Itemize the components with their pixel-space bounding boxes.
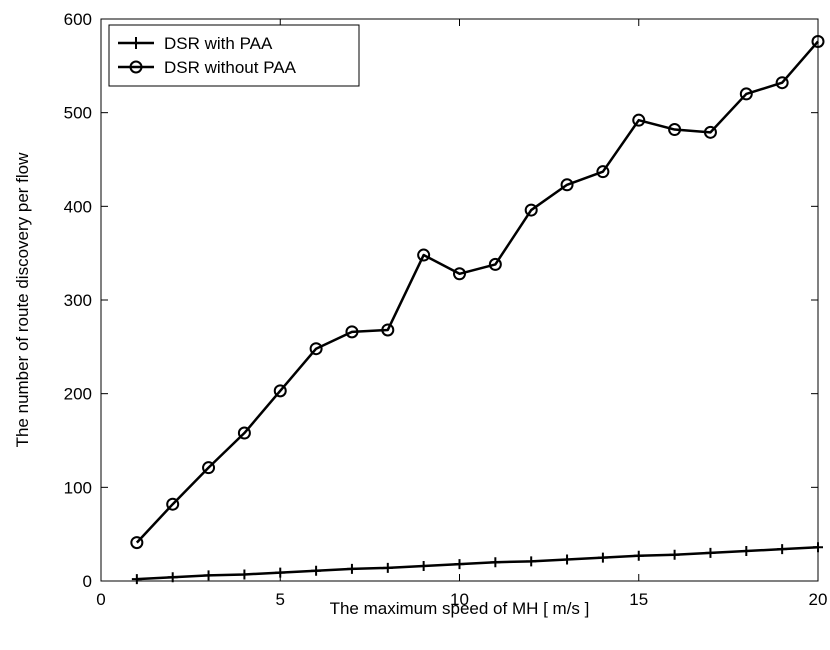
data-point — [490, 557, 501, 568]
axis-ticks — [100, 18, 819, 582]
data-point — [775, 76, 789, 90]
plot-area — [100, 18, 819, 582]
data-point — [705, 547, 716, 558]
y-tick-label: 0 — [83, 572, 92, 591]
legend: DSR with PAA DSR without PAA — [108, 24, 360, 87]
data-point — [597, 552, 608, 563]
data-point — [309, 342, 323, 356]
y-tick-label: 400 — [64, 197, 92, 216]
data-point — [166, 497, 180, 511]
data-point — [453, 267, 466, 281]
data-point — [454, 559, 465, 570]
data-point — [345, 325, 359, 339]
data-point — [167, 572, 178, 583]
data-point — [739, 87, 753, 101]
data-point — [811, 34, 825, 48]
data-point — [381, 323, 395, 337]
y-axis-title: The number of route discovery per flow — [13, 152, 32, 448]
data-point — [202, 461, 216, 475]
y-tick-label: 200 — [64, 385, 92, 404]
legend-marker-plus — [130, 37, 142, 49]
x-tick-label: 20 — [809, 590, 828, 609]
data-point — [131, 574, 142, 585]
data-point — [346, 563, 357, 574]
data-point — [560, 178, 574, 192]
data-point — [524, 203, 538, 217]
x-tick-label: 0 — [96, 590, 105, 609]
y-tick-label: 600 — [64, 10, 92, 29]
data-point — [130, 536, 144, 550]
data-point — [526, 556, 537, 567]
data-point — [669, 549, 680, 560]
legend-marker-circle — [129, 60, 143, 74]
data-point — [596, 165, 610, 179]
series-2 — [130, 34, 825, 550]
legend-box — [108, 24, 360, 87]
x-axis-title: The maximum speed of MH [ m/s ] — [330, 599, 590, 618]
y-tick-label: 100 — [64, 478, 92, 497]
y-tick-label: 500 — [64, 104, 92, 123]
data-point — [813, 542, 823, 553]
data-point — [273, 384, 287, 398]
series-layer — [130, 34, 825, 585]
series-1 — [131, 542, 823, 585]
data-point — [488, 257, 502, 271]
x-tick-label: 10 — [450, 590, 469, 609]
data-point — [562, 554, 573, 565]
x-tick-label: 5 — [276, 590, 285, 609]
data-point — [633, 550, 644, 561]
data-point — [382, 562, 393, 573]
data-point — [417, 248, 431, 262]
data-point — [418, 561, 429, 572]
y-tick-label: 300 — [64, 291, 92, 310]
x-tick-label: 15 — [629, 590, 648, 609]
legend-label-dsr-without-paa: DSR without PAA — [164, 58, 297, 77]
data-point — [239, 569, 250, 580]
data-point — [237, 426, 251, 440]
legend-label-dsr-with-paa: DSR with PAA — [164, 34, 273, 53]
data-point — [703, 125, 717, 139]
series-line — [136, 546, 819, 581]
data-point — [668, 123, 682, 137]
data-point — [741, 546, 752, 557]
data-point — [275, 567, 286, 578]
data-point — [777, 544, 788, 555]
data-point — [632, 113, 646, 127]
data-point — [203, 570, 214, 581]
data-point — [311, 565, 322, 576]
